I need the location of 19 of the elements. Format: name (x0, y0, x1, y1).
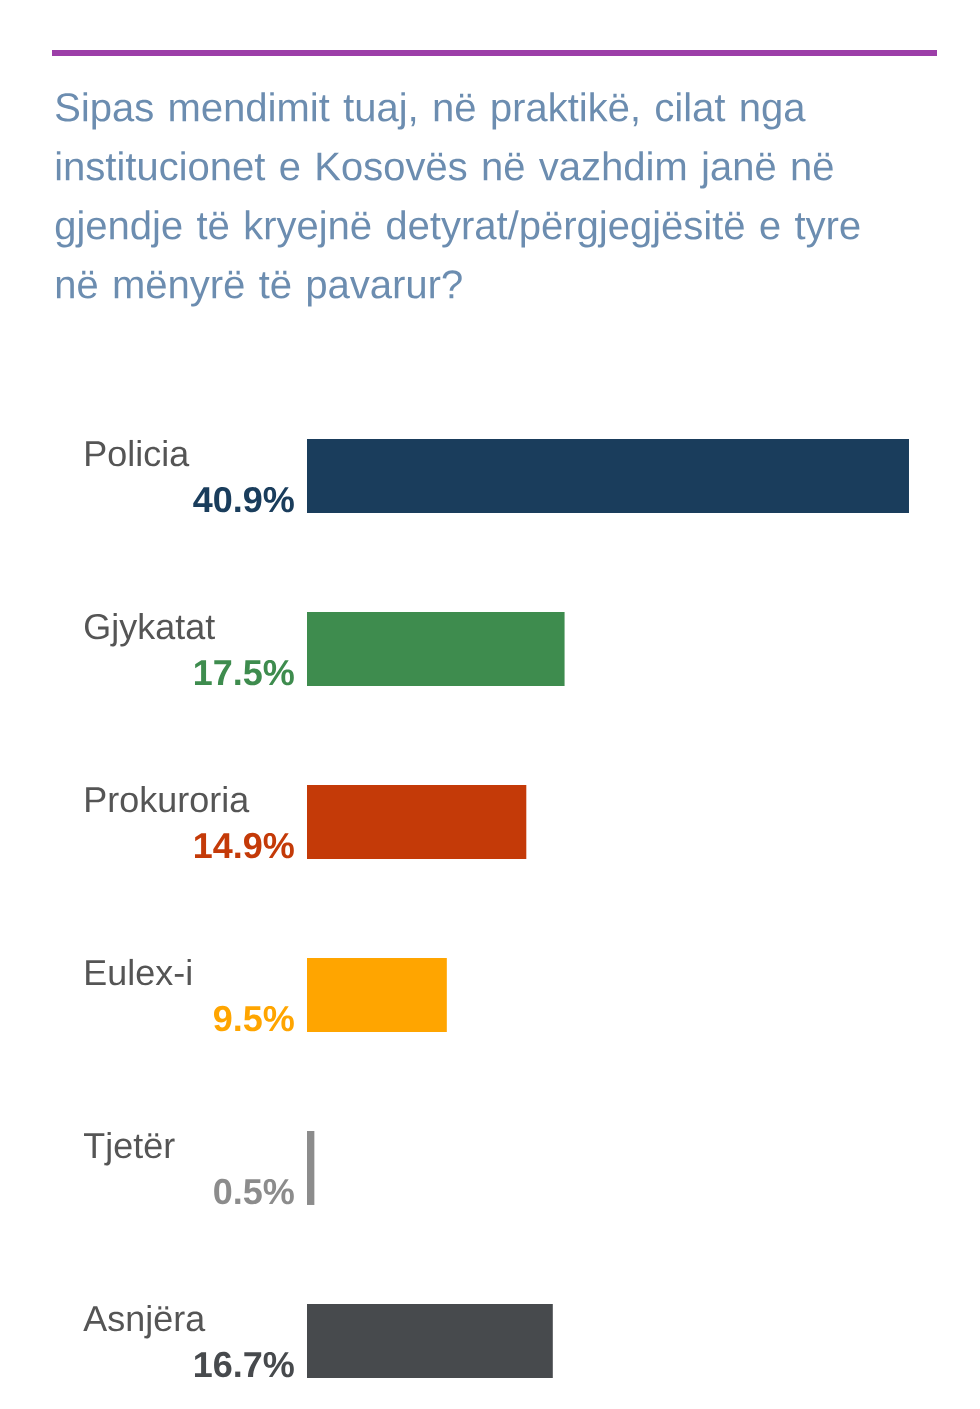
data-label: 17.5% (194, 659, 294, 686)
bar (307, 612, 565, 687)
data-label: 40.9% (193, 486, 294, 513)
data-label: 0.5% (214, 1178, 294, 1205)
bar (307, 1303, 553, 1378)
bar (307, 785, 527, 859)
data-label: 16.7% (194, 1351, 294, 1378)
y-tick-label: Prokuroria (86, 785, 250, 813)
y-tick-label: Policia (86, 439, 190, 467)
bar (307, 439, 909, 514)
data-label: 9.5% (214, 1005, 294, 1032)
y-tick-label: Tjetër (84, 1131, 175, 1166)
y-tick-label: Asnjëra (83, 1304, 206, 1339)
y-tick-label: Eulex-i (86, 958, 191, 986)
data-label: 14.9% (194, 832, 294, 859)
bar (307, 957, 447, 1032)
y-tick-label: Gjykatat (85, 612, 215, 647)
chart-title: Sipas mendimit tuaj, në praktikë, cilat nga institucionet e Kosovës në vazhdim janë në gjendje të kryejnë detyrat/përgjegjësitë e tyre në mënyrë të pavarur? (55, 92, 860, 307)
bar (307, 1130, 315, 1205)
